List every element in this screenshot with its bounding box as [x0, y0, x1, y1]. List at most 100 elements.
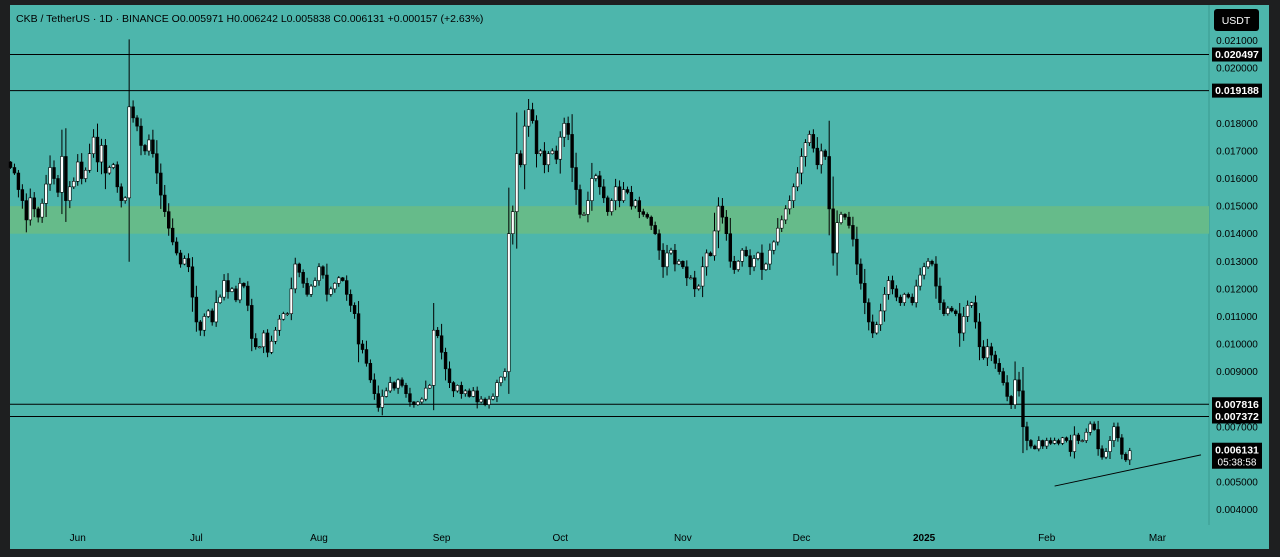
candle-down	[653, 225, 657, 234]
candle-down	[831, 208, 835, 254]
candle-down	[483, 398, 487, 405]
level-label-box	[1212, 397, 1262, 412]
candle-down	[518, 153, 523, 166]
trendline[interactable]	[1054, 454, 1202, 487]
candle-down	[851, 225, 855, 240]
candle-down	[1017, 379, 1021, 392]
candle-down	[372, 379, 377, 394]
candle-up	[1052, 440, 1057, 444]
candle-down	[242, 283, 246, 287]
candle-down	[1068, 440, 1073, 452]
horizontal-levels	[10, 54, 1209, 418]
candle-down	[645, 214, 649, 218]
candle-up	[969, 302, 974, 306]
candle-down	[989, 346, 994, 356]
candle-up	[111, 164, 116, 168]
candle-up	[28, 197, 32, 221]
candle-down	[341, 277, 345, 281]
candle-down	[950, 307, 954, 312]
plot-area[interactable]	[10, 5, 1209, 525]
candle-down	[637, 200, 642, 212]
candle-down	[139, 125, 143, 146]
candle-up	[281, 313, 286, 320]
candle-down	[226, 280, 230, 292]
candle-up	[886, 280, 891, 295]
candle-down	[344, 280, 349, 295]
time-tick-label: Aug	[310, 533, 328, 544]
candle-up	[317, 266, 321, 281]
candle-down	[167, 211, 171, 229]
candle-down	[625, 189, 630, 193]
candle-up	[285, 313, 290, 315]
candle-up	[819, 150, 823, 166]
candle-down	[435, 329, 440, 337]
candle-down	[870, 321, 875, 334]
candle-up	[740, 249, 744, 262]
currency-button-box[interactable]	[1214, 9, 1259, 31]
candle-down	[12, 167, 17, 174]
candle-up	[428, 385, 432, 389]
candle-up	[538, 150, 543, 155]
candle-up	[396, 379, 400, 389]
candle-up	[665, 252, 669, 268]
candle-up	[783, 208, 788, 221]
currency-button[interactable]: USDT	[1214, 9, 1259, 31]
candle-up	[878, 310, 883, 326]
candle-down	[542, 150, 547, 166]
candle-up	[776, 227, 780, 243]
candle-up	[499, 376, 503, 383]
level-label: 0.019188	[1215, 85, 1259, 97]
candle-up	[99, 145, 104, 163]
candle-down	[617, 186, 622, 201]
candle-down	[392, 382, 396, 389]
candle-down	[748, 255, 752, 268]
currency-button-label[interactable]: USDT	[1222, 15, 1251, 27]
candle-down	[408, 393, 412, 403]
candle-up	[787, 200, 792, 210]
legend-symbol-name[interactable]: CKB / TetherUS	[16, 13, 90, 25]
candle-up	[222, 280, 226, 298]
candle-down	[210, 310, 214, 323]
candle-down	[570, 134, 574, 168]
candle-down	[938, 285, 942, 303]
candle-up	[83, 169, 88, 179]
candle-down	[364, 349, 369, 364]
legend-separator: ·	[90, 13, 99, 25]
candle-up	[503, 371, 507, 378]
time-tick-label: Oct	[552, 533, 568, 544]
candle-up	[40, 203, 44, 218]
candle-down	[321, 266, 325, 276]
candle-down	[400, 379, 404, 386]
candle-down	[661, 249, 665, 268]
candle-down	[254, 338, 258, 348]
candle-up	[479, 398, 483, 403]
candle-down	[119, 186, 123, 201]
candle-up	[214, 302, 218, 323]
candle-up	[1045, 440, 1049, 447]
candle-up	[558, 136, 562, 160]
candle-up	[914, 285, 918, 303]
candle-up	[677, 260, 681, 265]
candle-up	[961, 316, 966, 334]
candle-up	[515, 153, 519, 212]
candle-down	[942, 302, 946, 314]
candle-down	[760, 252, 764, 270]
price-tick-label: 0.016000	[1216, 174, 1258, 185]
candle-up	[48, 167, 52, 185]
candle-down	[24, 200, 29, 221]
level-label-box	[1212, 409, 1262, 424]
candle-up	[882, 294, 887, 312]
candle-up	[772, 241, 776, 251]
price-tick-label: 0.005000	[1216, 477, 1258, 488]
candle-up	[384, 390, 388, 397]
time-axis[interactable]	[10, 525, 1269, 549]
legend-symbol[interactable]: CKB / TetherUS · 1D · BINANCE O0.005971 …	[16, 13, 483, 25]
candle-down	[863, 283, 867, 303]
candle-up	[238, 283, 242, 301]
candle-down	[467, 390, 471, 397]
candle-down	[348, 294, 353, 306]
candle-down	[1100, 448, 1104, 458]
candle-up	[269, 340, 274, 353]
candle-up	[546, 153, 551, 166]
